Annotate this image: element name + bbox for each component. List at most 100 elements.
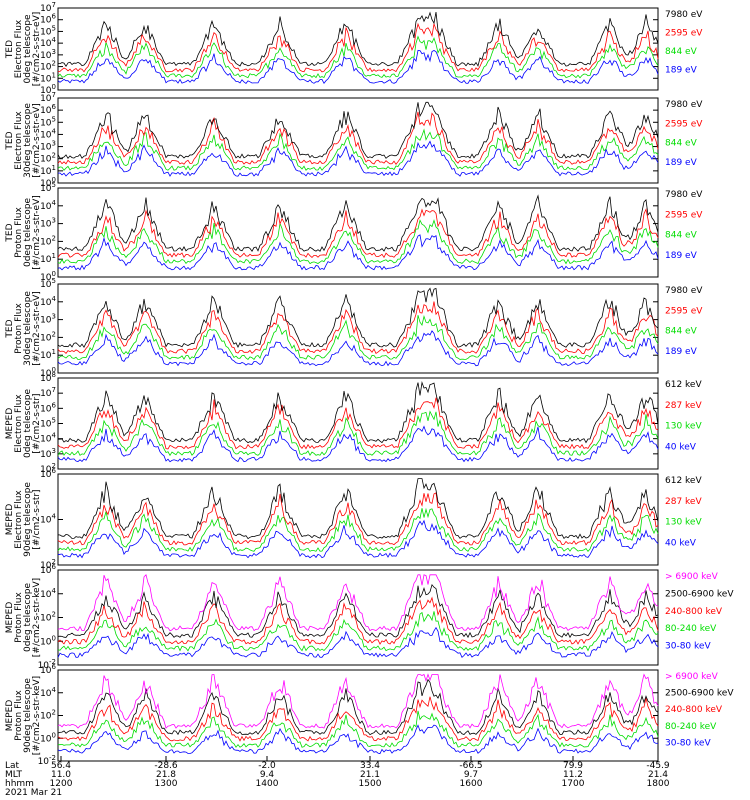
series-line: [57, 11, 659, 67]
legend-entry: 844 eV: [665, 327, 698, 337]
legend-entry: 2500-6900 keV: [665, 689, 734, 699]
y-axis-label: 0deg telescope: [23, 389, 33, 459]
legend-entry: 287 keV: [665, 497, 702, 507]
panel-frame: [57, 97, 659, 184]
y-axis-label: [#/cm2-s-str-eV]: [32, 195, 42, 270]
x-tick-label: 21.1: [360, 770, 380, 780]
panel-frame: [57, 7, 659, 91]
y-tick-label: 100: [40, 366, 56, 379]
series-line: [57, 519, 659, 559]
y-tick-label: 107: [40, 91, 56, 104]
x-tick-label: 1500: [359, 779, 382, 789]
legend-entry: 130 keV: [665, 422, 702, 432]
y-tick-label: 103: [40, 140, 56, 153]
y-tick-label: 101: [40, 252, 56, 265]
x-tick-label: 1600: [460, 779, 483, 789]
series-line: [57, 234, 659, 271]
y-tick-label: 102: [40, 152, 56, 165]
legend-entry: 189 eV: [665, 158, 698, 168]
y-tick-label: 106: [40, 103, 56, 116]
legend-entry: 80-240 keV: [665, 722, 717, 732]
y-tick-label: 104: [40, 295, 56, 308]
legend-entry: 240-800 keV: [665, 705, 723, 715]
panel-7: 10-2 100 102 104 106 MEPED Proton Flux 0deg tel…: [5, 563, 734, 671]
y-tick-label: 102: [40, 611, 56, 624]
x-tick-label: 11.2: [563, 770, 583, 780]
series-line: [57, 301, 659, 355]
y-axis-label: 0deg telescope: [23, 14, 33, 84]
y-tick-label: 103: [40, 217, 56, 230]
series-line: [57, 626, 659, 658]
y-axis-label: TED: [5, 40, 15, 59]
x-tick-label: 1400: [256, 779, 279, 789]
series-line: [57, 397, 659, 450]
y-tick-label: 102: [40, 330, 56, 343]
legend-entry: 240-800 keV: [665, 607, 723, 617]
legend-entry: 844 eV: [665, 231, 698, 241]
series-line: [58, 710, 659, 748]
y-axis-label: Proton Flux: [14, 592, 24, 643]
y-axis-label: Electron Flux: [14, 19, 24, 78]
series-line: [57, 596, 659, 645]
y-tick-label: 106: [40, 563, 56, 576]
x-tick-label: -45.9: [646, 761, 670, 771]
legend-entry: > 6900 keV: [665, 672, 719, 682]
series-line: [57, 583, 659, 639]
x-tick-label: -66.5: [459, 761, 482, 771]
x-tick-label: 21.4: [648, 770, 668, 780]
y-tick-label: 104: [40, 587, 56, 600]
y-tick-label: 10-2: [38, 754, 56, 767]
y-tick-label: 100: [40, 270, 56, 283]
y-axis-label: [#/cm2-s-str]: [32, 489, 42, 549]
series-line: [57, 128, 659, 171]
y-tick-label: 102: [40, 60, 56, 73]
series-line: [57, 49, 659, 85]
series-line: [57, 194, 659, 252]
y-axis-label: [#/cm2-s-str]: [32, 393, 42, 453]
y-tick-label: 100: [40, 176, 56, 189]
y-axis-label: Proton Flux: [14, 207, 24, 258]
legend-entry: 7980 eV: [665, 100, 703, 110]
series-line: [57, 573, 659, 632]
x-tick-label: 33.4: [360, 761, 380, 771]
y-tick-label: 107: [40, 386, 56, 399]
y-tick-label: 105: [40, 277, 56, 290]
series-line: [57, 425, 659, 463]
series-line: [57, 492, 659, 546]
legend-entry: 7980 eV: [665, 286, 703, 296]
y-tick-label: 104: [40, 127, 56, 140]
y-tick-label: 103: [40, 48, 56, 61]
y-axis-label: 30deg telescope: [23, 291, 33, 366]
y-tick-label: 101: [40, 71, 56, 84]
x-row-label: hhmm: [5, 779, 34, 789]
y-tick-label: 103: [40, 313, 56, 326]
y-axis-label: MEPED: [5, 408, 15, 440]
x-tick-label: -2.0: [258, 761, 276, 771]
x-tick-label: 1200: [50, 779, 73, 789]
legend-entry: 130 keV: [665, 518, 702, 528]
x-tick-label: 1800: [647, 779, 670, 789]
legend-entry: 189 eV: [665, 347, 698, 357]
series-line: [57, 111, 659, 165]
series-line: [57, 35, 659, 79]
legend-entry: 7980 eV: [665, 190, 703, 200]
y-tick-label: 104: [40, 36, 56, 49]
legend-entry: 2595 eV: [665, 119, 703, 129]
y-tick-label: 100: [40, 634, 56, 647]
series-line: [57, 696, 659, 742]
y-axis-label: Electron Flux: [14, 111, 24, 170]
y-axis-label: [#/cm2-s-str-eV]: [32, 12, 42, 87]
y-axis-label: 90deg telescope: [23, 482, 33, 557]
legend-entry: 287 keV: [665, 401, 702, 411]
x-row-label: Lat: [5, 761, 20, 771]
legend-entry: 2595 eV: [665, 29, 703, 39]
y-axis-label: TED: [5, 131, 15, 150]
y-tick-label: 104: [40, 686, 56, 699]
y-tick-label: 10-2: [38, 658, 56, 671]
series-line: [57, 673, 659, 729]
legend-entry: 30-80 keV: [665, 738, 711, 748]
y-axis-label: [#/cm2-s-str-keV]: [32, 578, 42, 657]
